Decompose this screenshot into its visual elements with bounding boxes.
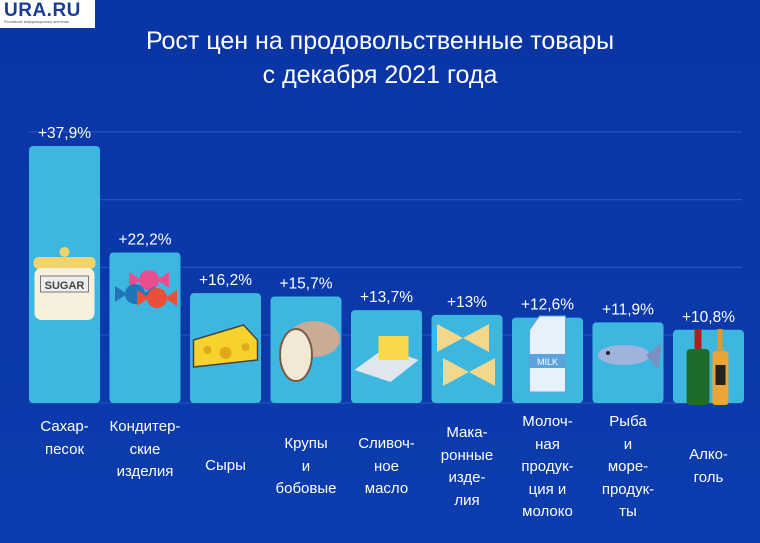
band <box>529 354 566 368</box>
pasta-icon <box>437 324 495 386</box>
data-label: +12,6% <box>521 297 574 314</box>
data-label: +13% <box>447 294 487 311</box>
farfalle <box>437 324 463 352</box>
data-label: +22,2% <box>118 231 171 248</box>
x-tick-label: Молоч- ная продук- ция и молоко <box>521 413 574 520</box>
fish-tail <box>646 343 662 369</box>
bottle-neck <box>717 329 723 351</box>
farfalle <box>469 358 495 386</box>
cheese-icon <box>192 324 259 368</box>
sugar-label: SUGAR <box>45 280 85 292</box>
x-tick-label: Алко- голь <box>689 446 728 486</box>
x-tick-label: Кондитер- ские изделия <box>109 418 181 480</box>
chart-title: Рост цен на продовольственные товары с д… <box>0 24 760 92</box>
data-label: +13,7% <box>360 289 413 306</box>
title-line-1: Рост цен на продовольственные товары <box>145 27 615 55</box>
title-line-2: с декабря 2021 года <box>262 61 498 89</box>
cheese <box>192 324 259 368</box>
candy-wrap <box>129 272 141 288</box>
hole <box>219 347 232 359</box>
candy <box>139 270 159 290</box>
hole <box>203 346 212 354</box>
milk-carton-icon: MILK <box>529 315 566 393</box>
milk-label: MILK <box>537 357 558 367</box>
x-tick-label: Сливоч- ное масло <box>358 435 415 497</box>
data-label: +37,9% <box>38 125 91 142</box>
butter <box>378 336 409 360</box>
x-tick-label: Мака- ронные изде- лия <box>440 424 494 509</box>
candy-wrap <box>137 290 149 306</box>
x-tick-label: Сахар- песок <box>40 418 89 458</box>
farfalle <box>463 324 489 352</box>
candy-wrap <box>157 272 169 288</box>
lid-knob <box>59 247 70 257</box>
lid <box>33 257 96 269</box>
sugar-jar-icon: SUGAR <box>33 247 96 320</box>
farfalle <box>443 358 469 386</box>
fish-icon <box>598 343 662 369</box>
candy <box>147 288 167 308</box>
label <box>40 275 89 293</box>
beans-icon <box>279 321 340 382</box>
bottle-neck <box>694 329 702 349</box>
butter-icon <box>354 336 419 382</box>
x-tick-label: Сыры <box>205 457 246 474</box>
alcohol-bottles-icon <box>686 329 729 405</box>
x-tick-label: Рыба и море- продук- ты <box>601 413 655 520</box>
fish-body <box>598 345 650 365</box>
candy-wrap <box>115 286 127 302</box>
data-label: +10,8% <box>682 309 735 326</box>
candy-icon <box>115 270 177 308</box>
candy-wrap <box>165 290 177 306</box>
logo-subtitle: Российское информационное агентство <box>4 20 70 24</box>
data-label: +11,9% <box>602 301 654 318</box>
bottle-label <box>715 365 726 385</box>
logo-text: URA.RU <box>4 0 81 21</box>
data-label: +16,2% <box>199 272 252 289</box>
data-label: +15,7% <box>279 276 332 293</box>
x-tick-label: Крупы и бобовые <box>275 435 337 497</box>
fish-eye <box>606 351 610 355</box>
bean <box>279 328 313 382</box>
ura-logo: URA.RU Российское информационное агентст… <box>0 0 95 28</box>
bottle <box>686 349 710 405</box>
hole <box>241 343 250 351</box>
